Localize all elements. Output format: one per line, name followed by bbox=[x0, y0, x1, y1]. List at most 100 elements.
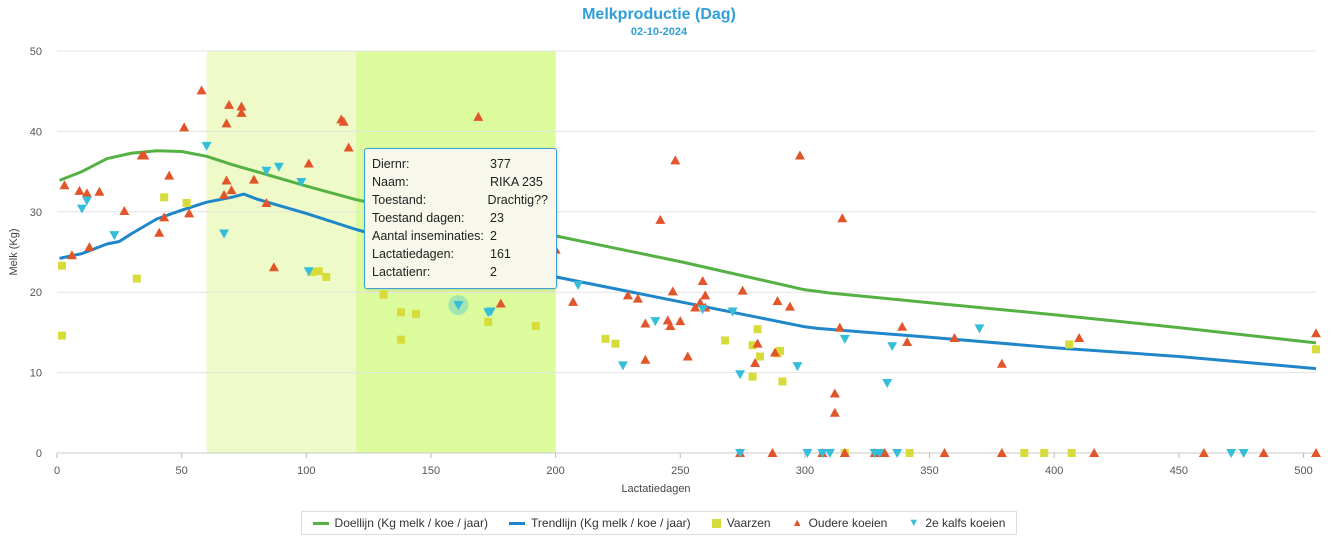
legend-label: Oudere koeien bbox=[808, 516, 888, 530]
x-tick-label: 100 bbox=[297, 465, 315, 477]
data-point-oudere-koeien bbox=[784, 301, 795, 311]
x-axis-label: Lactatiedagen bbox=[621, 483, 690, 495]
x-tick-label: 400 bbox=[1045, 465, 1063, 477]
data-point-oudere-koeien bbox=[767, 448, 778, 457]
data-point-oudere-koeien bbox=[752, 338, 763, 348]
data-point-oudere-koeien bbox=[159, 212, 170, 222]
data-point-vaarzen bbox=[160, 193, 169, 202]
tooltip-value: 2 bbox=[490, 229, 497, 243]
data-point-oudere-koeien bbox=[66, 250, 77, 260]
series-line bbox=[59, 192, 1317, 371]
data-point-vaarzen bbox=[397, 308, 406, 317]
data-point-oudere-koeien bbox=[667, 286, 678, 296]
tooltip-row: Diernr: 377 bbox=[372, 155, 548, 173]
legend-label: Vaarzen bbox=[726, 516, 771, 530]
data-point-oudere-koeien bbox=[772, 296, 783, 306]
data-tooltip: Diernr: 377 Naam: RIKA 235 Toestand: Drachtig… bbox=[364, 148, 557, 289]
tooltip-key: Naam: bbox=[372, 175, 409, 189]
data-point-oudere-koeien bbox=[261, 197, 272, 207]
data-point-2e-kalfs bbox=[81, 196, 92, 206]
data-point-2e-kalfs bbox=[824, 449, 835, 458]
data-point-oudere-koeien bbox=[303, 158, 314, 168]
tooltip-row: Lactatiedagen: 161 bbox=[372, 245, 548, 263]
data-point-vaarzen bbox=[1067, 449, 1076, 457]
data-point-oudere-koeien bbox=[996, 358, 1007, 368]
legend-line-swatch bbox=[509, 521, 526, 525]
data-point-oudere-koeien bbox=[829, 407, 840, 417]
data-point-oudere-koeien bbox=[675, 316, 686, 326]
y-tick-label: 50 bbox=[30, 46, 42, 58]
data-point-oudere-koeien bbox=[690, 302, 701, 312]
data-point-oudere-koeien bbox=[839, 448, 850, 457]
data-point-2e-kalfs bbox=[617, 361, 628, 371]
data-point-vaarzen bbox=[307, 268, 316, 277]
data-point-oudere-koeien bbox=[59, 180, 70, 190]
data-point-vaarzen bbox=[756, 352, 765, 361]
legend-item[interactable]: Vaarzen bbox=[711, 516, 771, 530]
data-point-vaarzen bbox=[748, 341, 757, 350]
chart-subtitle: 02-10-2024 bbox=[631, 26, 688, 38]
grid-layer bbox=[57, 50, 1316, 454]
tooltip-row: Lactatienr: 2 bbox=[372, 263, 548, 281]
data-point-oudere-koeien bbox=[695, 297, 706, 307]
data-point-2e-kalfs bbox=[261, 166, 272, 176]
legend-item[interactable]: Trendlijn (Kg melk / koe / jaar) bbox=[509, 516, 691, 530]
legend-item[interactable]: ▲ Oudere koeien bbox=[792, 516, 888, 530]
data-point-oudere-koeien bbox=[221, 175, 232, 185]
data-point-oudere-koeien bbox=[834, 322, 845, 332]
data-point-oudere-koeien bbox=[1074, 333, 1085, 343]
data-point-vaarzen bbox=[775, 346, 784, 355]
data-point-vaarzen bbox=[748, 372, 757, 381]
data-point-oudere-koeien bbox=[632, 293, 643, 303]
data-point-oudere-koeien bbox=[196, 85, 207, 95]
data-point-vaarzen bbox=[1065, 340, 1074, 349]
data-point-oudere-koeien bbox=[794, 150, 805, 160]
data-point-oudere-koeien bbox=[996, 448, 1007, 457]
data-point-2e-kalfs bbox=[219, 229, 230, 239]
data-point-vaarzen bbox=[753, 325, 762, 334]
legend-item[interactable]: ▼ 2e kalfs koeien bbox=[908, 516, 1005, 530]
x-tick-label: 250 bbox=[671, 465, 689, 477]
tooltip-value: 2 bbox=[490, 265, 497, 279]
data-point-vaarzen bbox=[721, 336, 730, 345]
chart-title: Melkproductie (Dag) bbox=[582, 6, 736, 23]
legend-label: 2e kalfs koeien bbox=[925, 516, 1006, 530]
data-point-2e-kalfs bbox=[792, 362, 803, 372]
data-point-vaarzen bbox=[1040, 449, 1049, 457]
data-point-2e-kalfs bbox=[296, 178, 307, 188]
data-point-vaarzen bbox=[484, 317, 493, 326]
data-point-2e-kalfs bbox=[887, 342, 898, 352]
data-point-2e-kalfs bbox=[874, 449, 885, 458]
data-point-vaarzen bbox=[397, 335, 406, 344]
tooltip-value: 377 bbox=[490, 157, 511, 171]
data-point-oudere-koeien bbox=[84, 242, 95, 252]
data-point-oudere-koeien bbox=[568, 296, 579, 306]
x-tick-label: 0 bbox=[54, 465, 60, 477]
legend-square-swatch bbox=[711, 518, 721, 528]
y-tick-label: 0 bbox=[36, 448, 42, 460]
data-point-oudere-koeien bbox=[700, 290, 711, 300]
y-tick-label: 20 bbox=[30, 287, 42, 299]
data-point-2e-kalfs bbox=[802, 449, 813, 458]
data-point-oudere-koeien bbox=[154, 227, 165, 237]
data-point-oudere-koeien bbox=[139, 150, 150, 160]
data-point-oudere-koeien bbox=[338, 116, 349, 126]
x-tick-label: 300 bbox=[796, 465, 814, 477]
data-point-oudere-koeien bbox=[902, 337, 913, 347]
data-point-oudere-koeien bbox=[750, 357, 761, 367]
y-tick-label: 10 bbox=[30, 368, 42, 380]
x-tick-label: 500 bbox=[1294, 465, 1312, 477]
data-point-oudere-koeien bbox=[236, 101, 247, 111]
data-point-oudere-koeien bbox=[737, 285, 748, 295]
tooltip-value: 161 bbox=[490, 247, 511, 261]
data-point-vaarzen bbox=[322, 272, 331, 281]
data-point-vaarzen bbox=[57, 331, 66, 340]
data-point-vaarzen bbox=[1312, 345, 1320, 354]
x-tick-label: 450 bbox=[1170, 465, 1188, 477]
data-point-oudere-koeien bbox=[343, 142, 354, 152]
legend-item[interactable]: Doellijn (Kg melk / koe / jaar) bbox=[312, 516, 488, 530]
data-point-oudere-koeien bbox=[179, 122, 190, 132]
x-tick-label: 200 bbox=[546, 465, 564, 477]
